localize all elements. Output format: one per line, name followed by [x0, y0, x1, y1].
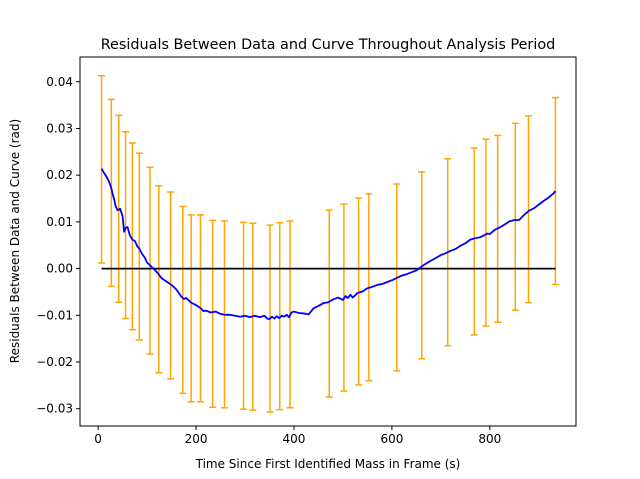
error-bar	[276, 222, 284, 411]
error-bar	[167, 191, 175, 380]
x-tick-label: 600	[380, 432, 403, 446]
y-axis-label: Residuals Between Data and Curve (rad)	[8, 119, 22, 363]
error-bar	[511, 122, 519, 311]
x-axis-label: Time Since First Identified Mass in Fram…	[195, 457, 461, 471]
error-bar	[482, 138, 490, 327]
error-bar	[128, 142, 136, 331]
error-bar	[525, 115, 533, 304]
error-bar	[187, 214, 195, 403]
error-bar	[470, 147, 478, 336]
y-tick-label: 0.03	[46, 121, 73, 135]
chart-title: Residuals Between Data and Curve Through…	[101, 37, 556, 53]
axes-frame	[79, 56, 577, 427]
y-tick-label: −0.03	[36, 402, 73, 416]
y-tick-label: −0.01	[36, 308, 73, 322]
error-bar	[155, 185, 163, 374]
x-tick-label: 0	[94, 432, 102, 446]
error-bar	[355, 197, 363, 386]
error-bar	[135, 152, 143, 341]
error-bar	[325, 209, 333, 398]
y-tick-label: 0.01	[46, 215, 73, 229]
error-bar	[179, 205, 187, 395]
error-bar	[146, 166, 154, 355]
y-axis: −0.03 −0.02 −0.01 0.00 0.01 0.02 0.03 0.04	[36, 75, 80, 416]
x-tick-label: 400	[283, 432, 306, 446]
error-bar	[107, 98, 115, 288]
error-bar	[122, 130, 130, 320]
x-tick-label: 800	[478, 432, 501, 446]
x-tick-label: 200	[185, 432, 208, 446]
residual-line	[100, 168, 557, 320]
plot-area	[98, 74, 559, 413]
y-tick-label: 0.00	[46, 262, 73, 276]
y-tick-label: 0.04	[46, 75, 73, 89]
x-axis: 0 200 400 600 800	[94, 426, 501, 446]
y-tick-label: −0.02	[36, 355, 73, 369]
y-tick-label: 0.02	[46, 168, 73, 182]
error-bar	[209, 219, 217, 409]
